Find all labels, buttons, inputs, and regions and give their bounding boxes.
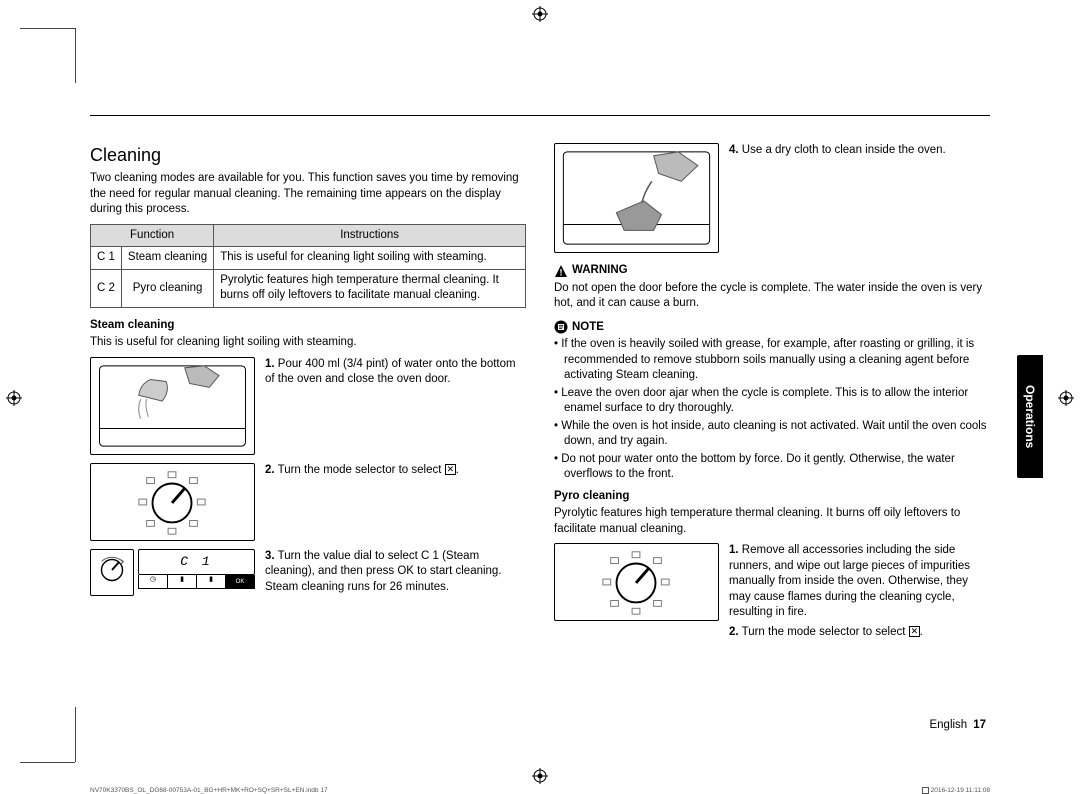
warning-icon: ! xyxy=(554,264,568,278)
right-step-4: 4. Use a dry cloth to clean inside the o… xyxy=(729,143,990,159)
table-row: C 2 Pyro cleaning Pyrolytic features hig… xyxy=(91,269,526,307)
th-function: Function xyxy=(91,224,214,247)
function-table: Function Instructions C 1 Steam cleaning… xyxy=(90,224,526,308)
illustration-mode-dial-pyro xyxy=(554,543,719,621)
pyro-title: Pyro cleaning xyxy=(554,489,990,505)
steam-step-3: 3. Turn the value dial to select C 1 (St… xyxy=(265,549,526,596)
registration-mark xyxy=(6,390,22,406)
pyro-step-2: 2. Turn the mode selector to select . xyxy=(729,625,990,641)
warning-text: Do not open the door before the cycle is… xyxy=(554,281,990,312)
steam-title: Steam cleaning xyxy=(90,318,526,334)
illustration-pour-water xyxy=(90,357,255,455)
list-item: While the oven is hot inside, auto clean… xyxy=(554,419,990,450)
table-row: C 1 Steam cleaning This is useful for cl… xyxy=(91,247,526,270)
warning-label: WARNING xyxy=(572,263,628,279)
th-instructions: Instructions xyxy=(214,224,526,247)
illustration-value-dial xyxy=(90,549,134,597)
print-job-line: NV70K3370BS_OL_DG68-00753A-01_BG+HR+MK+R… xyxy=(90,787,990,794)
ok-button: OK xyxy=(226,575,254,588)
svg-text:!: ! xyxy=(560,267,563,277)
steam-step-1: 1. Pour 400 ml (3/4 pint) of water onto … xyxy=(265,357,526,388)
clean-mode-icon xyxy=(909,626,920,637)
pyro-step-1: 1. Remove all accessories including the … xyxy=(729,543,990,621)
registration-mark xyxy=(532,6,548,22)
illustration-dry-cloth xyxy=(554,143,719,253)
list-item: Leave the oven door ajar when the cycle … xyxy=(554,386,990,417)
registration-mark xyxy=(1058,390,1074,406)
page-footer: English17 xyxy=(929,719,986,731)
list-item: If the oven is heavily soiled with greas… xyxy=(554,337,990,384)
note-list: If the oven is heavily soiled with greas… xyxy=(554,337,990,483)
right-column: 4. Use a dry cloth to clean inside the o… xyxy=(554,143,990,648)
illustration-mode-dial xyxy=(90,463,255,541)
clean-mode-icon xyxy=(445,464,456,475)
registration-mark xyxy=(532,768,548,784)
section-tab: Operations xyxy=(1017,355,1043,478)
intro-text: Two cleaning modes are available for you… xyxy=(90,171,526,218)
steam-desc: This is useful for cleaning light soilin… xyxy=(90,335,526,351)
steam-step-2: 2. Turn the mode selector to select . xyxy=(265,463,526,479)
note-icon xyxy=(554,320,568,334)
heading-cleaning: Cleaning xyxy=(90,143,526,167)
left-column: Cleaning Two cleaning modes are availabl… xyxy=(90,143,526,648)
page-content: Operations Cleaning Two cleaning modes a… xyxy=(90,115,990,735)
list-item: Do not pour water onto the bottom by for… xyxy=(554,452,990,483)
pyro-desc: Pyrolytic features high temperature ther… xyxy=(554,506,990,537)
display-panel: C 1 xyxy=(138,549,255,575)
note-label: NOTE xyxy=(572,320,604,336)
